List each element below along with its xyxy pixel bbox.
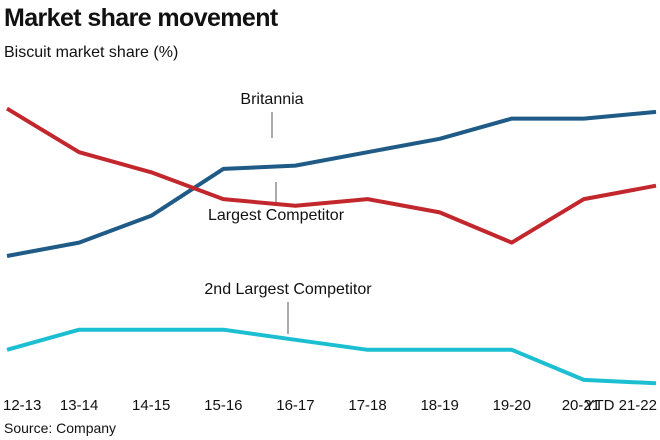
chart-subtitle: Biscuit market share (%) <box>4 44 179 61</box>
series-line-britannia <box>6 109 657 258</box>
chart-title: Market share movement <box>4 4 278 32</box>
x-tick-label: 13-14 <box>60 397 98 414</box>
x-tick-label: 16-17 <box>276 397 314 414</box>
series-label-2nd-largest-competitor: 2nd Largest Competitor <box>204 281 372 298</box>
x-tick-label: 17-18 <box>348 397 386 414</box>
x-tick-label: 20-21 <box>562 397 600 414</box>
x-tick-label: 15-16 <box>204 397 242 414</box>
series-label-britannia: Britannia <box>240 91 303 108</box>
x-tick-label: 12-13 <box>3 397 41 414</box>
x-tick-label: 14-15 <box>132 397 170 414</box>
x-tick-label: 18-19 <box>420 397 458 414</box>
x-tick-label: 19-20 <box>493 397 531 414</box>
series-label-largest-competitor: Largest Competitor <box>208 207 345 224</box>
series-line-largest-competitor <box>5 106 657 245</box>
x-tick-label: YTD 21-22 <box>584 397 657 414</box>
chart-source: Source: Company <box>4 420 117 436</box>
series-line-2nd-largest-competitor <box>6 327 657 386</box>
